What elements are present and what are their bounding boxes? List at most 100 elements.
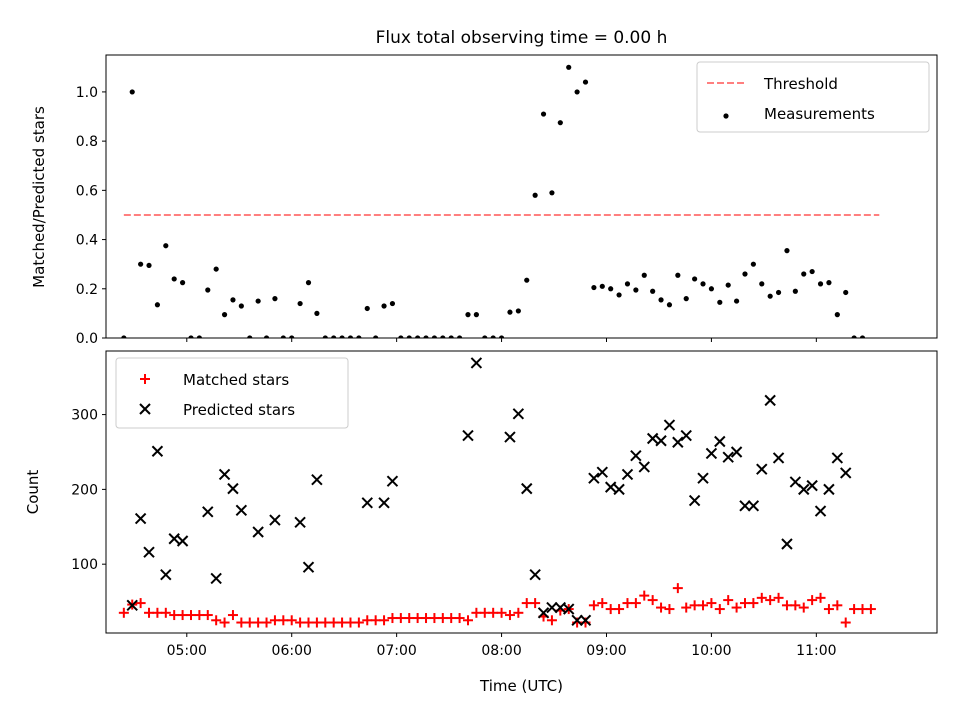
measurement-point (221, 312, 228, 318)
matched-star-point (429, 613, 440, 624)
measurement-point (692, 276, 698, 282)
matched-star-point (622, 598, 633, 609)
matched-star-point (286, 615, 297, 626)
chart-title: Flux total observing time = 0.00 h (376, 28, 668, 48)
predicted-star-point (596, 466, 608, 478)
matched-star-point (530, 598, 541, 609)
matched-star-point (664, 604, 675, 615)
measurement-point (490, 335, 496, 338)
predicted-star-point (462, 429, 474, 442)
measurement-point (574, 89, 580, 95)
measurement-point (381, 303, 387, 309)
x-axis-label: Time (UTC) (479, 677, 563, 695)
measurement-point (859, 335, 866, 338)
y-tick-label: 300 (71, 408, 98, 424)
predicted-star-point (546, 601, 558, 614)
y-tick-label: 0.4 (76, 233, 98, 249)
predicted-star-point (143, 546, 155, 558)
y-tick-label: 200 (71, 482, 98, 498)
measurement-point (616, 292, 622, 298)
plot-area (118, 357, 876, 628)
matched-star-point (144, 607, 155, 618)
measurement-point (633, 287, 639, 293)
matched-star-point (404, 613, 415, 624)
measurement-point (507, 309, 513, 315)
measurement-point (532, 192, 538, 198)
predicted-star-point (210, 572, 222, 585)
measurement-point (759, 281, 765, 287)
measurement-point (305, 280, 312, 286)
measurement-point (247, 335, 253, 338)
measurement-point (834, 312, 840, 318)
ratio-panel: 0.0 0.2 0.4 0.6 0.8 1.0 Threshold Measurements (76, 54, 938, 347)
measurement-point (775, 289, 782, 296)
matched-star-point (202, 610, 213, 621)
predicted-star-point (218, 468, 231, 481)
measurement-point (154, 302, 161, 308)
measurement-point (129, 89, 135, 95)
predicted-star-point (160, 568, 172, 581)
measurement-point (540, 111, 547, 117)
measurement-point (263, 335, 270, 338)
matched-star-point (588, 600, 599, 611)
measurement-point (784, 248, 790, 254)
plot-area (121, 64, 880, 338)
matched-star-point (488, 607, 499, 618)
legend-label: Matched stars (183, 371, 289, 389)
predicted-star-point (227, 482, 239, 495)
predicted-star-point (823, 483, 835, 496)
legend-predicted-swatch (139, 403, 151, 415)
predicted-star-point (151, 445, 164, 457)
matched-star-point (807, 595, 818, 606)
measurement-point (448, 335, 454, 338)
measurement-point (255, 298, 261, 304)
measurement-point (826, 280, 832, 286)
matched-star-point (454, 613, 465, 624)
measurement-point (742, 271, 748, 277)
matched-star-point (379, 615, 390, 626)
predicted-star-point (814, 505, 827, 517)
matched-star-point (815, 592, 826, 603)
measurement-point (431, 335, 438, 338)
predicted-star-point (781, 538, 793, 550)
measurement-point (389, 300, 396, 307)
matched-star-point (689, 600, 700, 611)
matched-star-point (244, 617, 255, 628)
y-tick-label: 0.2 (76, 282, 98, 298)
predicted-star-point (235, 504, 248, 517)
measurement-point (297, 300, 303, 307)
predicted-star-point (588, 472, 600, 484)
matched-star-point (194, 610, 205, 621)
matched-star-point (798, 602, 809, 613)
matched-star-point (748, 598, 759, 609)
measurement-point (238, 303, 244, 309)
matched-star-point (169, 610, 180, 621)
y-tick-label: 0.8 (76, 134, 98, 150)
y-tick-label: 100 (71, 557, 98, 573)
predicted-star-point (722, 451, 734, 463)
matched-star-point (698, 600, 709, 611)
measurement-point (683, 296, 689, 302)
measurement-point (423, 335, 429, 338)
matched-star-point (773, 592, 784, 603)
x-tick-label: 07:00 (376, 643, 416, 659)
measurement-point (163, 243, 169, 249)
matched-star-point (823, 604, 834, 615)
matched-star-point (337, 617, 348, 628)
axes-frame (105, 350, 938, 634)
predicted-star-point (604, 481, 617, 493)
measurement-point (364, 305, 370, 312)
matched-star-point (756, 592, 767, 603)
predicted-star-point (705, 447, 718, 460)
measurement-point (524, 277, 530, 283)
y-tick-label: 1.0 (76, 85, 98, 101)
measurement-point (566, 64, 572, 70)
matched-star-point (185, 610, 196, 621)
matched-star-point (714, 604, 725, 615)
matched-star-point (311, 617, 322, 628)
legend-measurement-swatch (723, 113, 729, 119)
predicted-star-point (756, 463, 768, 475)
predicted-star-point (537, 607, 550, 619)
predicted-star-point (621, 468, 634, 481)
measurement-point (549, 190, 555, 196)
